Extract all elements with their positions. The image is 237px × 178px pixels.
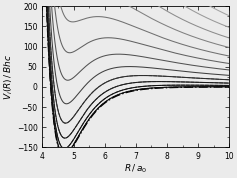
Y-axis label: $V_i(R)\,/\,Bhc$: $V_i(R)\,/\,Bhc$: [3, 54, 15, 100]
X-axis label: $R\,/\,a_0$: $R\,/\,a_0$: [124, 163, 148, 175]
